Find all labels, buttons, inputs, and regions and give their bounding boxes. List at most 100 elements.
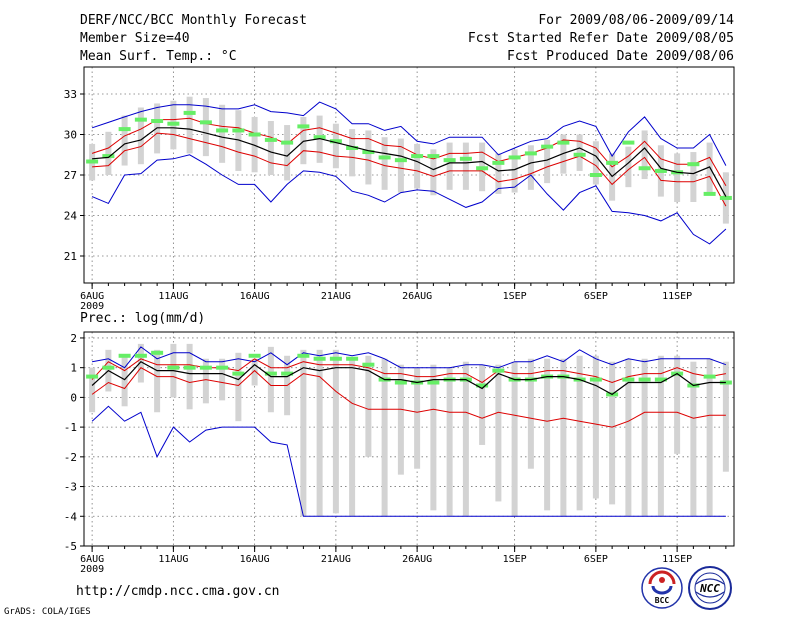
forecast-period: For 2009/08/06-2009/09/14: [538, 13, 734, 28]
spread-box: [690, 361, 697, 517]
x-tick-label: 6AUG: [80, 291, 104, 302]
y-tick-label: 27: [64, 169, 77, 182]
x-tick-label: 6SEP: [584, 291, 608, 302]
spread-box: [284, 125, 291, 181]
spread-box: [202, 358, 209, 404]
median-bar: [687, 162, 700, 167]
spread-box: [235, 352, 242, 422]
median-bar: [378, 155, 391, 160]
max-line: [91, 101, 727, 166]
median-bar: [427, 154, 440, 159]
median-bar: [102, 154, 115, 159]
median-bar: [313, 356, 326, 361]
spread-box: [121, 355, 128, 407]
spread-box: [365, 355, 372, 457]
spread-box: [527, 358, 534, 469]
y-tick-label: 33: [64, 88, 77, 101]
y-tick-label: 0: [70, 391, 77, 404]
median-bar: [622, 377, 635, 382]
median-bar: [362, 362, 375, 367]
y-tick-label: 21: [64, 250, 77, 263]
spread-box: [219, 104, 226, 163]
spread-box: [154, 349, 161, 413]
spread-box: [674, 355, 681, 454]
spread-box: [495, 364, 502, 502]
x-tick-label: 11SEP: [662, 554, 692, 565]
spread-box: [381, 358, 388, 517]
spread-box: [446, 142, 453, 190]
median-bar: [102, 365, 115, 370]
min-line: [91, 405, 726, 517]
x-tick-label: 1SEP: [503, 291, 527, 302]
median-bar: [199, 120, 212, 125]
spread-box: [430, 364, 437, 511]
median-bar: [443, 158, 456, 163]
temperature-panel: 21 24 27 30 33 6AUG 11AUG 16AUG 21AUG 26AUG 1SEP 6S…: [64, 66, 735, 312]
ncc-logo: NCC: [688, 566, 732, 610]
upper-line: [91, 358, 726, 384]
grads-credit: GrADS: COLA/IGES: [4, 607, 91, 617]
mean-line: [92, 127, 727, 197]
median-bar: [394, 380, 407, 385]
median-bar: [216, 365, 229, 370]
median-bar: [248, 132, 261, 137]
ncc-logo-text: NCC: [699, 582, 720, 595]
spread-box: [186, 343, 193, 410]
plot-frame: [83, 331, 735, 547]
spread-box: [251, 358, 258, 386]
spread-box: [137, 343, 144, 383]
y-tick-label: 2: [70, 332, 77, 345]
spread-box: [625, 146, 632, 188]
spread-box: [544, 358, 551, 511]
x-tick-label: 16AUG: [240, 554, 270, 565]
spread-box: [657, 355, 664, 517]
spread-box: [397, 138, 404, 193]
y-tick-label: 1: [70, 362, 77, 375]
median-bar: [654, 168, 667, 173]
spread-box: [479, 364, 486, 445]
spread-box: [316, 115, 323, 163]
spread-box: [560, 358, 567, 517]
median-bar: [264, 137, 277, 142]
spread-box: [641, 130, 648, 180]
median-bar: [151, 119, 164, 123]
median-bar: [329, 139, 342, 144]
median-bar: [638, 166, 651, 171]
median-bar: [232, 128, 245, 133]
spread-box: [722, 361, 729, 472]
median-bar: [313, 135, 326, 140]
spread-box: [527, 145, 534, 190]
spread-box: [462, 361, 469, 517]
y-tick-label: 24: [64, 210, 78, 223]
median-bar: [524, 151, 537, 156]
median-bar: [638, 377, 651, 382]
temp-variable-label: Mean Surf. Temp.: °C: [80, 49, 237, 64]
median-bar: [86, 159, 99, 164]
median-bar: [86, 374, 99, 379]
lower-line: [92, 132, 727, 207]
y-tick-label: 30: [64, 129, 77, 142]
median-bar: [589, 377, 602, 382]
x-tick-label: 21AUG: [321, 554, 351, 565]
median-bar: [394, 158, 407, 163]
spread-box: [105, 131, 112, 175]
median-bar: [492, 368, 505, 373]
median-bar: [281, 140, 294, 145]
median-bar: [118, 127, 131, 132]
spread-box: [462, 142, 469, 190]
spread-box: [495, 153, 502, 194]
median-bar: [297, 124, 310, 129]
spread-box: [121, 115, 128, 166]
spread-box: [414, 367, 421, 469]
spread-box: [137, 107, 144, 165]
median-bar: [199, 365, 212, 370]
median-bar: [606, 160, 619, 165]
x-tick-label: 26AUG: [402, 554, 432, 565]
spread-box: [397, 364, 404, 475]
median-bar: [167, 121, 180, 126]
spread-box: [706, 142, 713, 194]
median-bar: [346, 146, 359, 150]
bcc-logo: BCC: [641, 567, 683, 609]
spread-box: [267, 346, 274, 413]
